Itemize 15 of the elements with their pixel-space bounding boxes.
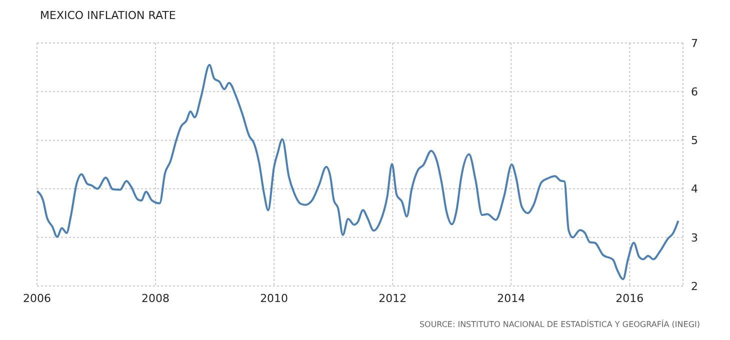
source-note: SOURCE: INSTITUTO NACIONAL DE ESTADÍSTICA Y GEOGRAFÍA (INEGI) (419, 320, 700, 329)
x-tick-label: 2010 (260, 292, 288, 305)
y-tick-label: 5 (691, 134, 698, 148)
y-tick-label: 7 (691, 36, 698, 50)
x-tick-label: 2006 (23, 292, 51, 305)
y-tick-label: 3 (691, 231, 698, 244)
line-series (37, 64, 680, 280)
y-tick-label: 2 (691, 280, 698, 293)
y-tick-label: 6 (691, 86, 698, 99)
x-tick-label: 2008 (142, 292, 170, 305)
x-tick-label: 2014 (497, 292, 526, 305)
x-tick-label: 2012 (378, 292, 407, 305)
chart-title: MEXICO INFLATION RATE (40, 9, 176, 22)
x-tick-label: 2016 (616, 292, 644, 305)
y-tick-label: 4 (691, 182, 698, 196)
